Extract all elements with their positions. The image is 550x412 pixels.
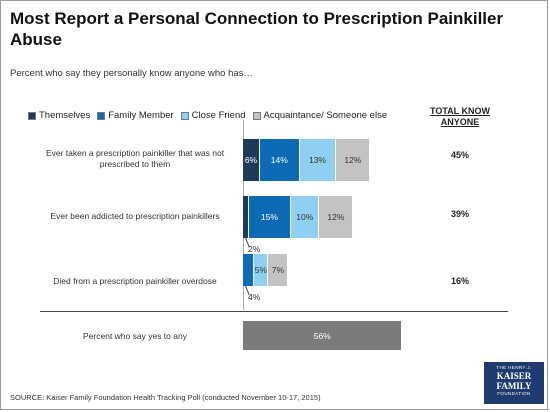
bar-segment-close-friend: 5%	[254, 254, 269, 286]
logo-line-3: FAMILY	[496, 381, 532, 391]
logo-line-2: KAISER	[496, 371, 532, 381]
kff-logo: THE HENRY J. KAISER FAMILY FOUNDATION	[484, 362, 544, 404]
bar-data-label: 15%	[260, 212, 278, 222]
legend-item-close-friend: Close Friend	[180, 110, 246, 121]
bar-segment-acquaintance-someone-else: 7%	[268, 254, 289, 286]
legend-item-acquaintance-someone-else: Acquaintance/ Someone else	[252, 110, 388, 121]
total-value: 39%	[450, 209, 469, 219]
legend-swatch-family-member	[97, 111, 106, 120]
logo-line-1: THE HENRY J.	[496, 365, 532, 370]
bar-data-label: 12%	[327, 212, 345, 222]
legend-swatch-themselves	[28, 111, 36, 120]
any-bar: 56%	[243, 321, 402, 350]
bar-data-label: 7%	[271, 265, 285, 275]
bar-segment-themselves	[243, 196, 249, 238]
total-know-anyone-header: TOTAL KNOW ANYONE	[430, 106, 490, 127]
chart-title: Most Report a Personal Connection to Pre…	[10, 9, 504, 49]
legend-swatch-close-friend	[180, 111, 189, 120]
bar-segment-family-member: 14%	[259, 139, 300, 181]
bar-data-label-outside: 2%	[248, 244, 261, 254]
row-label: Died from a prescription painkiller over…	[53, 276, 217, 286]
bar-segment-close-friend: 13%	[299, 139, 337, 181]
source-note: SOURCE: Kaiser Family Foundation Health …	[10, 393, 321, 402]
bar-data-label: 6%	[244, 155, 258, 165]
legend: Themselves Family Member Close Friend Acqua…	[28, 110, 394, 121]
bar-data-label: 14%	[270, 155, 288, 165]
bar-segment-acquaintance-someone-else: 12%	[319, 196, 354, 238]
legend-label-family-member: Family Member	[108, 110, 174, 121]
total-value: 45%	[450, 150, 469, 160]
bar-segment-family-member: 15%	[248, 196, 292, 238]
divider-line	[40, 311, 508, 312]
bar-data-label: 13%	[308, 155, 326, 165]
legend-label-themselves: Themselves	[39, 110, 91, 121]
any-row-label: Percent who say yes to any	[83, 331, 187, 341]
legend-label-close-friend: Close Friend	[191, 110, 246, 121]
any-bar-label: 56%	[313, 330, 331, 341]
bar-data-label: 5%	[254, 265, 268, 275]
row-label: Ever taken a prescription painkiller tha…	[45, 148, 225, 169]
legend-label-acquaintance-someone-else: Acquaintance/ Someone else	[263, 110, 388, 121]
logo-line-4: FOUNDATION	[497, 391, 531, 396]
bar-segment-close-friend: 10%	[291, 196, 320, 238]
bar-data-label: 12%	[344, 155, 362, 165]
legend-item-family-member: Family Member	[97, 110, 174, 121]
total-value: 16%	[450, 276, 469, 286]
chart-subtitle: Percent who say they personally know any…	[10, 68, 253, 79]
legend-swatch-acquaintance-someone-else	[252, 111, 261, 120]
bar-segment-family-member	[243, 254, 255, 286]
bar-data-label-outside: 4%	[248, 292, 261, 302]
row-label: Ever been addicted to prescription paink…	[50, 211, 220, 221]
legend-item-themselves: Themselves	[28, 110, 90, 121]
bar-data-label: 10%	[296, 212, 314, 222]
bar-segment-themselves: 6%	[243, 139, 260, 181]
bar-segment-acquaintance-someone-else: 12%	[336, 139, 371, 181]
